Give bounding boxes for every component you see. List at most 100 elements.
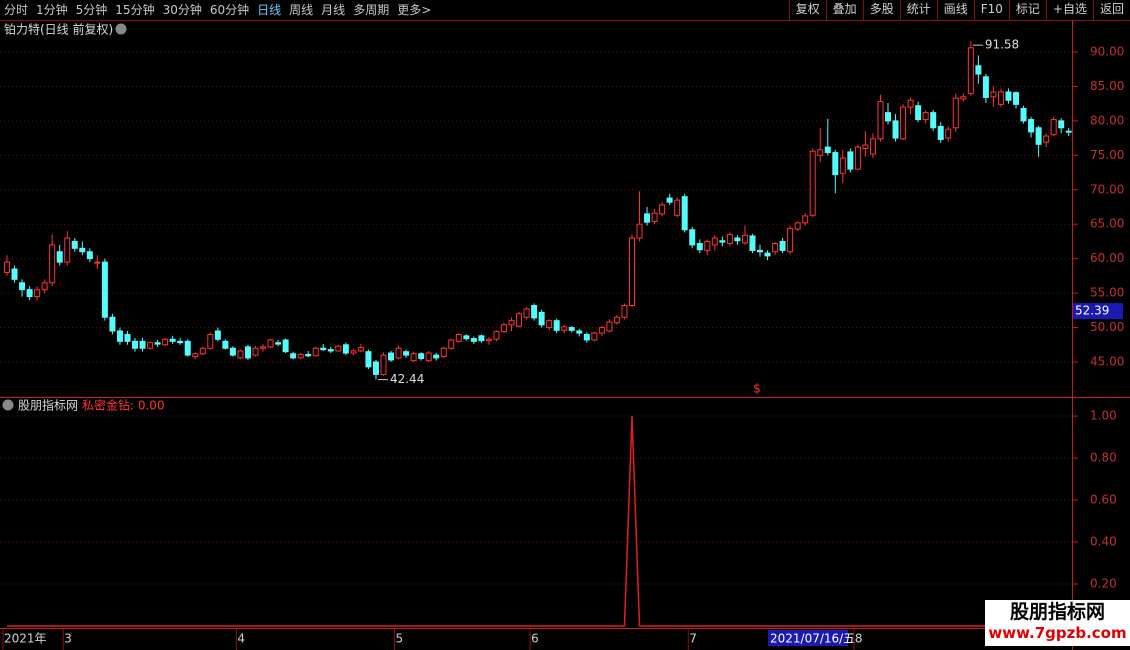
candle-body [79,247,86,253]
signal-marker: $ [753,382,761,396]
toolbar-button[interactable]: 统计 [899,0,937,20]
candle-body [365,351,372,368]
candle-body [877,101,884,140]
candle-body [19,282,26,291]
candle-body [839,157,846,174]
candle-body [523,308,530,318]
candle-body [824,146,831,154]
y-tick-label: 90.00 [1090,45,1124,59]
candle-body [380,354,387,375]
candle-body [327,349,334,352]
candle-body [576,330,583,334]
candle-body [395,347,402,359]
toolbar-button[interactable]: F10 [973,0,1009,20]
indicator-icon[interactable] [2,399,14,411]
period-tab[interactable]: 更多> [397,3,432,17]
candle-body [591,332,598,341]
candle-body [56,251,63,263]
candle-body [222,340,229,349]
candle-body [666,197,673,203]
candle-body [478,335,485,342]
candle-body [726,234,733,245]
candle-body [260,346,267,349]
period-tab[interactable]: 分时 [4,3,29,17]
period-tab[interactable]: 多周期 [353,3,390,17]
x-tick-label: 7 [689,632,697,646]
candle-body [169,338,176,342]
period-tab[interactable]: 日线 [257,3,282,17]
candle-body [636,223,643,239]
watermark-title: 股朋指标网 [1009,601,1105,623]
candle-body [952,97,959,129]
candle-body [26,289,33,298]
candle-body [734,237,741,242]
candle-body [546,320,553,329]
candle-body [606,321,613,332]
x-tick-label: 2021年 [4,632,47,646]
y-tick-label: 0.20 [1090,577,1117,591]
candle-body [94,261,101,264]
candle-body [1005,91,1012,101]
candle-body [410,353,417,362]
toolbar-left: 分时 1分钟 5分钟 15分钟 30分钟 60分钟 日线 周线 月线 多周期 更多> [4,0,431,20]
y-tick-label: 85.00 [1090,79,1124,93]
toolbar-button[interactable]: +自选 [1045,0,1093,20]
period-tab[interactable]: 周线 [289,3,314,17]
candle-body [937,125,944,140]
candle-body [71,240,78,249]
toolbar-button[interactable]: 复权 [788,0,826,20]
candle-body [109,316,116,332]
candle-body [832,152,839,176]
candle-body [214,330,221,340]
title-icon[interactable] [115,23,127,35]
period-tab[interactable]: 月线 [321,3,346,17]
candle-body [403,351,410,356]
period-tab[interactable]: 15分钟 [115,3,155,17]
candle-body [764,252,771,257]
candle-body [922,112,929,121]
x-tick-label: 4 [237,632,245,646]
x-tick-label: 5 [396,632,404,646]
candle-body [388,352,395,361]
period-tab[interactable]: 60分钟 [209,3,250,17]
candle-body [101,261,108,318]
toolbar-button[interactable]: 返回 [1092,0,1130,20]
candle-body [1028,119,1035,133]
candle-body [960,96,967,100]
candle-body [34,289,41,298]
candle-body [531,305,538,319]
candle-body [553,320,560,331]
y-tick-label: 65.00 [1090,217,1124,231]
period-tab[interactable]: 5分钟 [75,3,108,17]
cursor-price-box [1073,303,1123,320]
candle-body [802,215,809,224]
candle-body [500,324,507,333]
candle-body [1035,127,1042,145]
candle-body [41,282,48,291]
candle-body [659,204,666,215]
candle-body [628,237,635,307]
candle-body [132,340,139,349]
period-tab[interactable]: 30分钟 [162,3,202,17]
candle-body [696,243,703,251]
cursor-date: 2021/07/16/五 [770,632,855,646]
toolbar-button[interactable]: 多股 [862,0,900,20]
candle-body [229,347,236,356]
x-tick-label: 3 [64,632,72,646]
candle-body [749,235,756,251]
toolbar-button[interactable]: 叠加 [825,0,863,20]
y-tick-label: 55.00 [1090,286,1124,300]
toolbar-right: 复权 叠加 多股 统计 画线 F10 标记 +自选 返回 [788,0,1130,20]
x-tick-label: 8 [855,632,863,646]
candle-body [86,251,93,260]
candle-body [372,361,379,375]
x-tick-label: 6 [531,632,539,646]
candle-body [177,340,184,344]
candle-body [990,91,997,98]
toolbar-button[interactable]: 画线 [936,0,974,20]
period-tab[interactable]: 1分钟 [36,3,68,17]
toolbar-button[interactable]: 标记 [1008,0,1046,20]
candle-body [945,128,952,139]
candle-body [681,196,688,231]
